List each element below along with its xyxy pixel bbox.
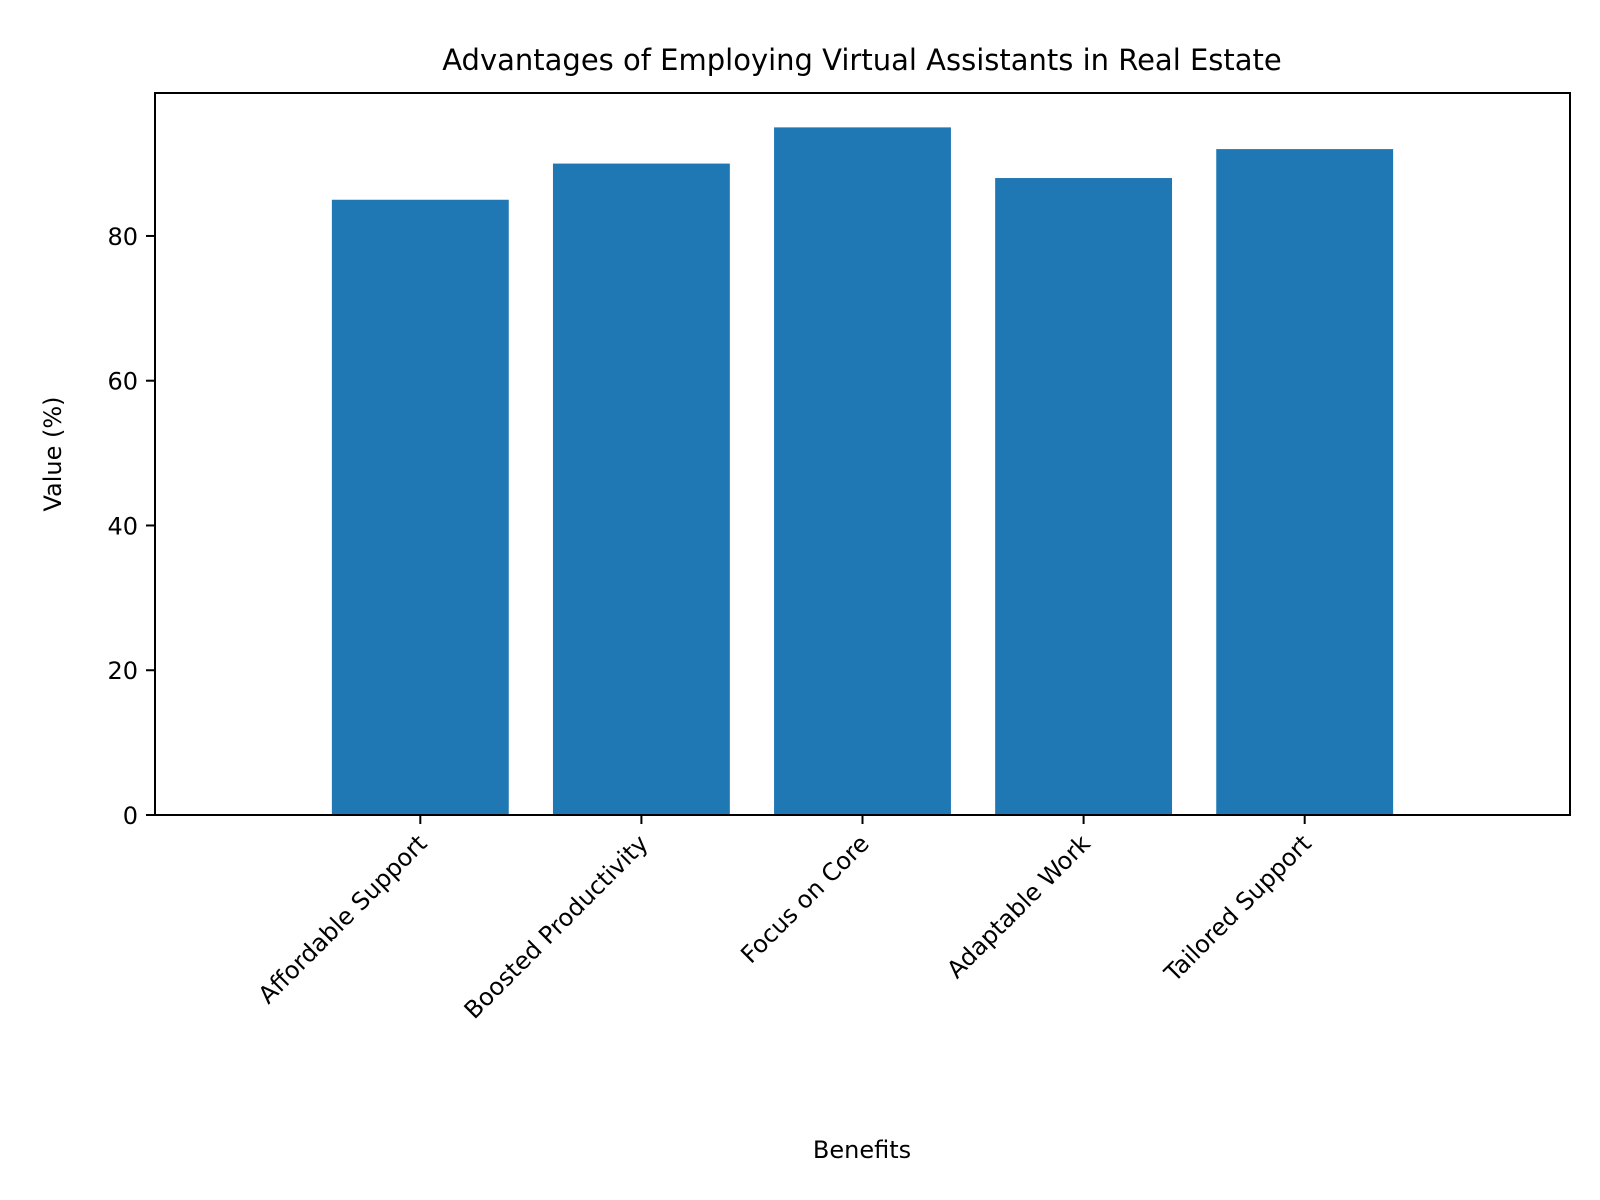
bar-boosted-productivity	[552, 163, 730, 816]
y-tick-label: 80	[107, 223, 138, 251]
bars-group	[331, 127, 1394, 816]
y-tick-label: 20	[107, 657, 138, 685]
y-axis-ticks: 0 20 40 60 80	[107, 223, 155, 830]
y-axis-label: Value (%)	[39, 396, 67, 511]
y-tick-label: 40	[107, 512, 138, 540]
bar-adaptable-work	[995, 178, 1173, 816]
chart-title: Advantages of Employing Virtual Assistan…	[442, 43, 1282, 77]
y-tick-label: 0	[123, 802, 138, 830]
bar-tailored-support	[1216, 149, 1394, 816]
bar-focus-on-core	[774, 127, 951, 815]
bar-affordable-support	[331, 199, 509, 815]
plot-frame	[154, 92, 1571, 816]
x-axis-label: Benefits	[813, 1136, 911, 1164]
y-tick-label: 60	[107, 368, 138, 396]
